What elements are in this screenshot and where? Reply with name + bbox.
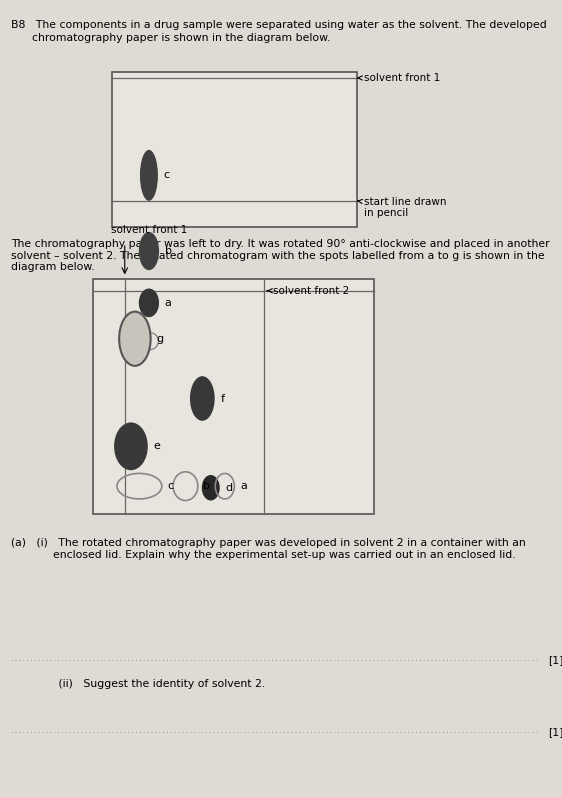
Text: a: a: [165, 298, 171, 308]
Text: f: f: [220, 394, 224, 403]
Text: solvent front 1: solvent front 1: [358, 73, 440, 83]
Text: g: g: [156, 334, 164, 344]
Text: (ii)   Suggest the identity of solvent 2.: (ii) Suggest the identity of solvent 2.: [34, 679, 265, 689]
Text: c: c: [164, 171, 170, 180]
Text: solvent front 1: solvent front 1: [111, 225, 187, 235]
Ellipse shape: [139, 232, 159, 270]
Text: e: e: [153, 442, 160, 451]
Ellipse shape: [139, 289, 159, 317]
Ellipse shape: [119, 312, 151, 366]
Text: b: b: [203, 481, 210, 491]
Text: start line drawn
in pencil: start line drawn in pencil: [358, 197, 446, 218]
Text: (a)   (i)   The rotated chromatography paper was developed in solvent 2 in a con: (a) (i) The rotated chromatography paper…: [11, 538, 526, 559]
Bar: [93, 279, 374, 514]
Ellipse shape: [140, 150, 158, 201]
Text: a: a: [240, 481, 247, 491]
Text: b: b: [165, 246, 171, 256]
Ellipse shape: [114, 422, 148, 470]
Text: chromatography paper is shown in the diagram below.: chromatography paper is shown in the dia…: [11, 33, 330, 44]
Text: The chromatography paper was left to dry. It was rotated 90° anti-clockwise and : The chromatography paper was left to dry…: [11, 239, 550, 273]
Text: B8   The components in a drug sample were separated using water as the solvent. : B8 The components in a drug sample were …: [11, 20, 547, 30]
Ellipse shape: [190, 376, 215, 421]
Text: [1]: [1]: [548, 655, 562, 665]
Text: d: d: [225, 483, 233, 493]
Ellipse shape: [202, 475, 220, 501]
Text: [1]: [1]: [548, 727, 562, 736]
Bar: [112, 72, 357, 227]
Text: c: c: [167, 481, 174, 491]
Text: solvent front 2: solvent front 2: [267, 285, 349, 296]
